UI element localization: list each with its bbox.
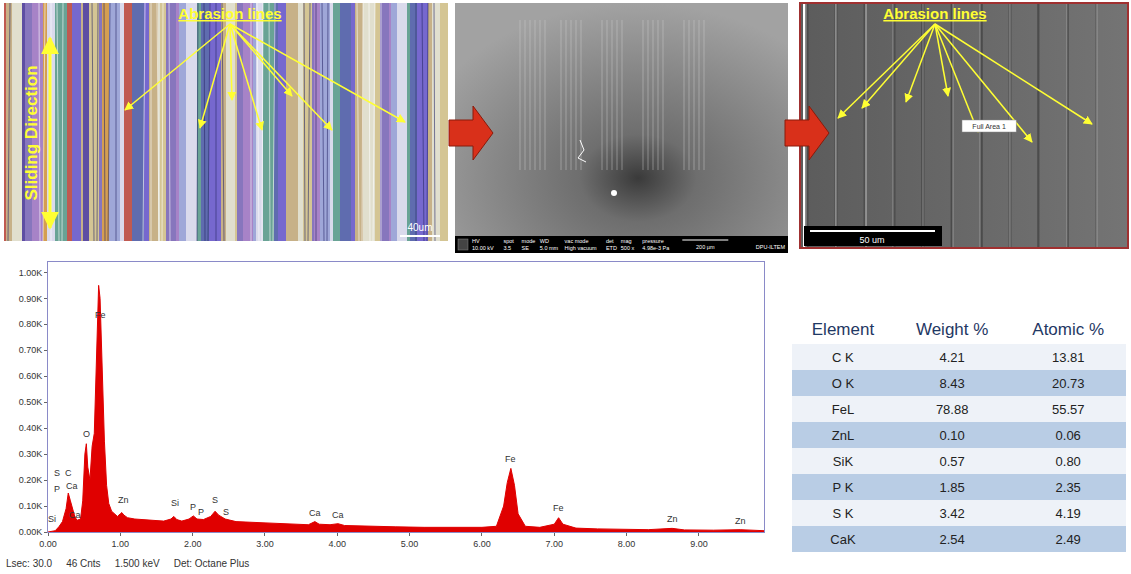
svg-text:det: det (606, 238, 614, 244)
svg-text:500 x: 500 x (621, 245, 635, 251)
svg-text:Si: Si (171, 498, 179, 508)
html-text:ZnL: ZnL (831, 427, 855, 443)
html-text:20.73: 20.73 (1051, 375, 1085, 391)
svg-text:spot: spot (503, 238, 514, 244)
svg-text:9.00: 9.00 (690, 539, 708, 549)
svg-text:vac mode: vac mode (565, 238, 589, 244)
html-text:0.57: 0.57 (939, 453, 965, 469)
html-text:0.06: 0.06 (1055, 427, 1081, 443)
svg-text:50 um: 50 um (859, 235, 884, 245)
html-text:3.42: 3.42 (939, 505, 965, 521)
html-text:2.54: 2.54 (939, 531, 965, 547)
svg-text:Ca: Ca (309, 508, 321, 518)
svg-text:mode: mode (522, 238, 536, 244)
svg-text:3.5: 3.5 (503, 245, 511, 251)
html-text:2.35: 2.35 (1055, 479, 1081, 495)
svg-text:Abrasion lines: Abrasion lines (178, 5, 281, 22)
html-text:Lsec: 30.0: Lsec: 30.0 (6, 558, 53, 569)
svg-text:Si: Si (48, 514, 56, 524)
svg-text:HV: HV (472, 238, 480, 244)
svg-text:0.70K: 0.70K (19, 345, 43, 355)
html-text:FeL: FeL (831, 401, 855, 417)
svg-text:200 µm: 200 µm (696, 244, 715, 250)
svg-text:Fe: Fe (553, 503, 564, 513)
html-text:Atomic %: Atomic % (1032, 320, 1105, 339)
svg-text:0.90K: 0.90K (19, 294, 43, 304)
svg-text:O: O (83, 429, 90, 439)
svg-text:0.00: 0.00 (39, 539, 57, 549)
svg-text:7.00: 7.00 (545, 539, 563, 549)
html-text:4.21: 4.21 (939, 349, 965, 365)
html-text:55.57: 55.57 (1051, 401, 1085, 417)
svg-text:Zn: Zn (735, 516, 746, 526)
svg-text:Zn: Zn (667, 514, 678, 524)
svg-text:Full Area 1: Full Area 1 (972, 123, 1006, 130)
svg-text:0.80K: 0.80K (19, 319, 43, 329)
svg-text:0.50K: 0.50K (19, 397, 43, 407)
html-text:Weight %: Weight % (915, 320, 989, 339)
svg-text:mag: mag (621, 238, 632, 244)
svg-text:0.40K: 0.40K (19, 423, 43, 433)
html-text:0.80: 0.80 (1055, 453, 1081, 469)
svg-text:2.00: 2.00 (184, 539, 202, 549)
html-text:4.19: 4.19 (1055, 505, 1081, 521)
svg-text:S: S (212, 495, 218, 505)
html-text:0.10: 0.10 (939, 427, 965, 443)
svg-text:4.98e-3 Pa: 4.98e-3 Pa (642, 245, 670, 251)
svg-text:6.00: 6.00 (473, 539, 491, 549)
svg-text:pressure: pressure (642, 238, 663, 244)
svg-text:Zn: Zn (118, 495, 129, 505)
html-text:13.81: 13.81 (1051, 349, 1085, 365)
html-text:C K: C K (832, 349, 854, 365)
svg-text:DPU-ILTEM: DPU-ILTEM (756, 244, 786, 250)
svg-text:Ca: Ca (66, 481, 78, 491)
svg-text:3.00: 3.00 (256, 539, 274, 549)
svg-text:Abrasion lines: Abrasion lines (883, 5, 986, 22)
html-text:Element: Element (811, 320, 875, 339)
svg-text:Sliding Direction: Sliding Direction (22, 65, 41, 200)
html-text:CaK: CaK (830, 531, 856, 547)
svg-text:4.00: 4.00 (329, 539, 347, 549)
html-text:SiK: SiK (832, 453, 854, 469)
html-text:1.500 keV: 1.500 keV (114, 558, 160, 569)
svg-text:8.00: 8.00 (618, 539, 636, 549)
svg-text:P: P (54, 484, 60, 494)
svg-text:P: P (198, 507, 204, 517)
svg-text:C: C (65, 468, 72, 478)
html-text:78.88: 78.88 (935, 401, 969, 417)
html-text:8.43: 8.43 (939, 375, 965, 391)
html-text:2.49: 2.49 (1055, 531, 1081, 547)
svg-text:SE: SE (522, 245, 530, 251)
svg-text:High vacuum: High vacuum (565, 245, 598, 251)
svg-text:Fe: Fe (95, 310, 106, 320)
svg-text:Ca: Ca (332, 510, 344, 520)
svg-text:P: P (190, 502, 196, 512)
svg-text:1.00: 1.00 (112, 539, 130, 549)
svg-text:S: S (54, 468, 60, 478)
html-text:P K: P K (832, 479, 854, 495)
html-text:46 Cnts: 46 Cnts (66, 558, 101, 569)
svg-text:40um: 40um (407, 222, 432, 233)
html-text:S K: S K (832, 505, 854, 521)
svg-text:ETD: ETD (606, 245, 617, 251)
svg-text:Ca: Ca (69, 510, 81, 520)
svg-text:0.00K: 0.00K (19, 527, 43, 537)
html-text:Det: Octane Plus: Det: Octane Plus (173, 558, 250, 569)
svg-text:S: S (223, 507, 229, 517)
html-text:O K: O K (831, 375, 855, 391)
html-text:1.85: 1.85 (939, 479, 965, 495)
svg-text:0.60K: 0.60K (19, 371, 43, 381)
svg-text:5.0 mm: 5.0 mm (540, 245, 559, 251)
svg-text:0.20K: 0.20K (19, 475, 43, 485)
svg-text:WD: WD (540, 238, 549, 244)
svg-text:0.30K: 0.30K (19, 449, 43, 459)
svg-text:5.00: 5.00 (401, 539, 419, 549)
svg-text:10.00 kV: 10.00 kV (472, 245, 494, 251)
svg-text:Fe: Fe (505, 454, 516, 464)
svg-text:1.00K: 1.00K (19, 268, 43, 278)
svg-text:0.10K: 0.10K (19, 501, 43, 511)
